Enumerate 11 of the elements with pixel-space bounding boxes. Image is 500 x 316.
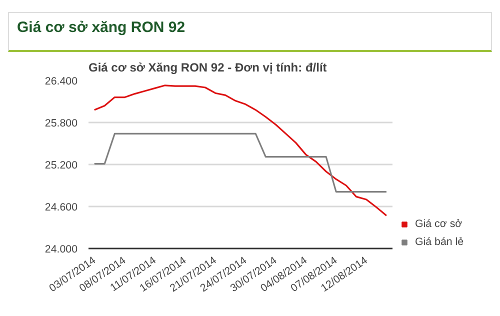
y-tick-label: 24.600 xyxy=(44,202,78,214)
y-tick-label: 26.400 xyxy=(44,76,78,88)
legend-label: Giá cơ sở xyxy=(415,218,462,230)
line-series xyxy=(94,84,388,216)
chart-subtitle: Giá cơ sở Xăng RON 92 - Đơn vị tính: đ/lít xyxy=(88,60,327,74)
line-series xyxy=(94,132,388,193)
legend-label: Giá bán lẻ xyxy=(415,236,464,248)
y-tick-label: 25.200 xyxy=(44,160,78,172)
y-tick-label: 24.000 xyxy=(44,244,78,256)
y-tick-label: 25.800 xyxy=(44,118,78,130)
chart-title: Giá cơ sở xăng RON 92 xyxy=(17,18,186,38)
